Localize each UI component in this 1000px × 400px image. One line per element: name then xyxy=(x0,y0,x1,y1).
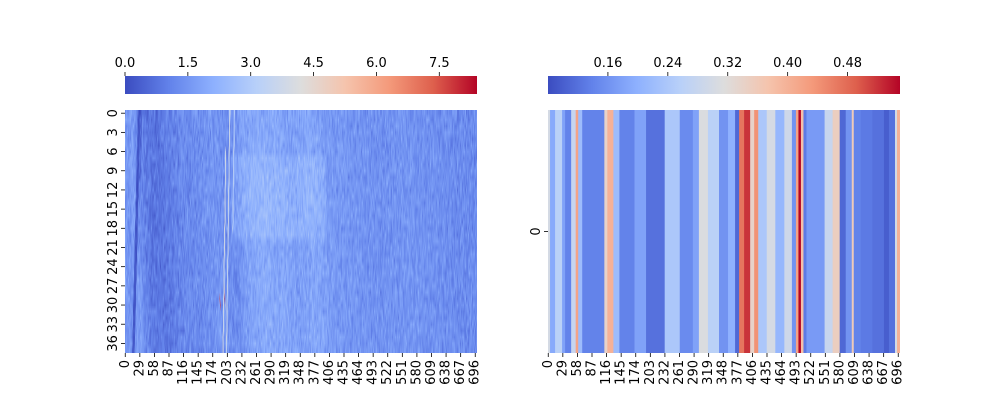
x-axis-tick-label: 435 xyxy=(336,360,351,385)
left-colorbar-bar xyxy=(125,76,477,94)
left-chart: 0.0 1.5 3.0 4.5 6.0 7.5 0 29 58 87 116 145 174 203 23… xyxy=(106,56,483,385)
x-axis-tick-label: 696 xyxy=(891,360,906,385)
colorbar-tick-label: 3.0 xyxy=(240,56,261,71)
x-axis-tick-label: 116 xyxy=(176,360,191,385)
colorbar-tick-label: 7.5 xyxy=(429,56,450,71)
left-x-axis-ticks: 0 29 58 87 116 145 174 203 232 261 290 319 348 377 406… xyxy=(118,353,483,385)
x-axis-tick-label: 87 xyxy=(585,360,600,377)
y-axis-tick-label: 36 xyxy=(106,335,121,352)
x-axis-tick-label: 319 xyxy=(278,360,293,385)
right-heatmap xyxy=(548,110,900,353)
y-axis-tick-label: 21 xyxy=(106,239,121,256)
x-axis-tick-label: 116 xyxy=(599,360,614,385)
x-axis-tick-label: 551 xyxy=(818,360,833,385)
x-axis-tick-label: 580 xyxy=(409,360,424,385)
y-axis-tick-label: 27 xyxy=(106,278,121,295)
x-axis-tick-label: 696 xyxy=(468,360,483,385)
colorbar-tick-label: 0.16 xyxy=(593,56,622,71)
x-axis-tick-label: 638 xyxy=(439,360,454,385)
right-x-axis-ticks: 0 29 58 87 116 145 174 203 232 261 290 319 348 377 406… xyxy=(541,353,906,385)
colorbar-tick-label: 0.40 xyxy=(773,56,802,71)
left-colorbar: 0.0 1.5 3.0 4.5 6.0 7.5 xyxy=(115,56,477,94)
x-axis-tick-label: 174 xyxy=(205,360,220,385)
right-chart: 0.16 0.24 0.32 0.40 0.48 0 29 58 87 116 145 174 203… xyxy=(529,56,906,385)
x-axis-tick-label: 609 xyxy=(424,360,439,385)
left-heatmap-image xyxy=(125,110,477,353)
x-axis-tick-label: 29 xyxy=(555,360,570,377)
y-axis-tick-label: 0 xyxy=(106,109,121,117)
x-axis-tick-label: 464 xyxy=(774,360,789,385)
y-axis-tick-label: 0 xyxy=(529,227,544,235)
right-heatmap-image xyxy=(548,110,900,353)
x-axis-tick-label: 667 xyxy=(876,360,891,385)
x-axis-tick-label: 377 xyxy=(307,360,322,385)
y-axis-tick-label: 15 xyxy=(106,201,121,218)
x-axis-tick-label: 580 xyxy=(832,360,847,385)
x-axis-tick-label: 493 xyxy=(789,360,804,385)
x-axis-tick-label: 261 xyxy=(672,360,687,385)
y-axis-tick-label: 3 xyxy=(106,128,121,136)
colorbar-tick-label: 0.24 xyxy=(653,56,682,71)
x-axis-tick-label: 290 xyxy=(687,360,702,385)
x-axis-tick-label: 29 xyxy=(132,360,147,377)
left-colorbar-ticks: 0.0 1.5 3.0 4.5 6.0 7.5 xyxy=(115,56,450,76)
colorbar-tick-label: 0.0 xyxy=(115,56,136,71)
y-axis-tick-label: 30 xyxy=(106,297,121,314)
x-axis-tick-label: 0 xyxy=(118,360,133,368)
x-axis-tick-label: 638 xyxy=(862,360,877,385)
right-colorbar-ticks: 0.16 0.24 0.32 0.40 0.48 xyxy=(593,56,862,76)
x-axis-tick-label: 203 xyxy=(220,360,235,385)
x-axis-tick-label: 87 xyxy=(162,360,177,377)
x-axis-tick-label: 435 xyxy=(759,360,774,385)
x-axis-tick-label: 493 xyxy=(366,360,381,385)
x-axis-tick-label: 667 xyxy=(453,360,468,385)
x-axis-tick-label: 406 xyxy=(322,360,337,385)
x-axis-tick-label: 522 xyxy=(803,360,818,385)
y-axis-tick-label: 9 xyxy=(106,167,121,175)
x-axis-tick-label: 290 xyxy=(264,360,279,385)
colorbar-tick-label: 6.0 xyxy=(366,56,387,71)
y-axis-tick-label: 6 xyxy=(106,147,121,155)
x-axis-tick-label: 464 xyxy=(351,360,366,385)
right-colorbar: 0.16 0.24 0.32 0.40 0.48 xyxy=(548,56,900,94)
x-axis-tick-label: 609 xyxy=(847,360,862,385)
colorbar-tick-label: 0.32 xyxy=(713,56,742,71)
y-axis-tick-label: 12 xyxy=(106,182,121,199)
x-axis-tick-label: 174 xyxy=(628,360,643,385)
y-axis-tick-label: 18 xyxy=(106,220,121,237)
colorbar-tick-label: 4.5 xyxy=(303,56,324,71)
x-axis-tick-label: 58 xyxy=(147,360,162,377)
x-axis-tick-label: 232 xyxy=(234,360,249,385)
x-axis-tick-label: 232 xyxy=(657,360,672,385)
x-axis-tick-label: 348 xyxy=(293,360,308,385)
x-axis-tick-label: 58 xyxy=(570,360,585,377)
x-axis-tick-label: 377 xyxy=(730,360,745,385)
x-axis-tick-label: 522 xyxy=(380,360,395,385)
y-axis-tick-label: 24 xyxy=(106,258,121,275)
x-axis-tick-label: 0 xyxy=(541,360,556,368)
colorbar-tick-label: 1.5 xyxy=(178,56,199,71)
x-axis-tick-label: 145 xyxy=(191,360,206,385)
x-axis-tick-label: 319 xyxy=(701,360,716,385)
left-heatmap xyxy=(125,110,477,353)
x-axis-tick-label: 203 xyxy=(643,360,658,385)
y-axis-tick-label: 33 xyxy=(106,316,121,333)
colorbar-tick-label: 0.48 xyxy=(833,56,862,71)
x-axis-tick-label: 551 xyxy=(395,360,410,385)
right-colorbar-bar xyxy=(548,76,900,94)
x-axis-tick-label: 145 xyxy=(614,360,629,385)
x-axis-tick-label: 406 xyxy=(745,360,760,385)
right-y-axis-ticks: 0 xyxy=(529,227,548,236)
x-axis-tick-label: 261 xyxy=(249,360,264,385)
x-axis-tick-label: 348 xyxy=(716,360,731,385)
